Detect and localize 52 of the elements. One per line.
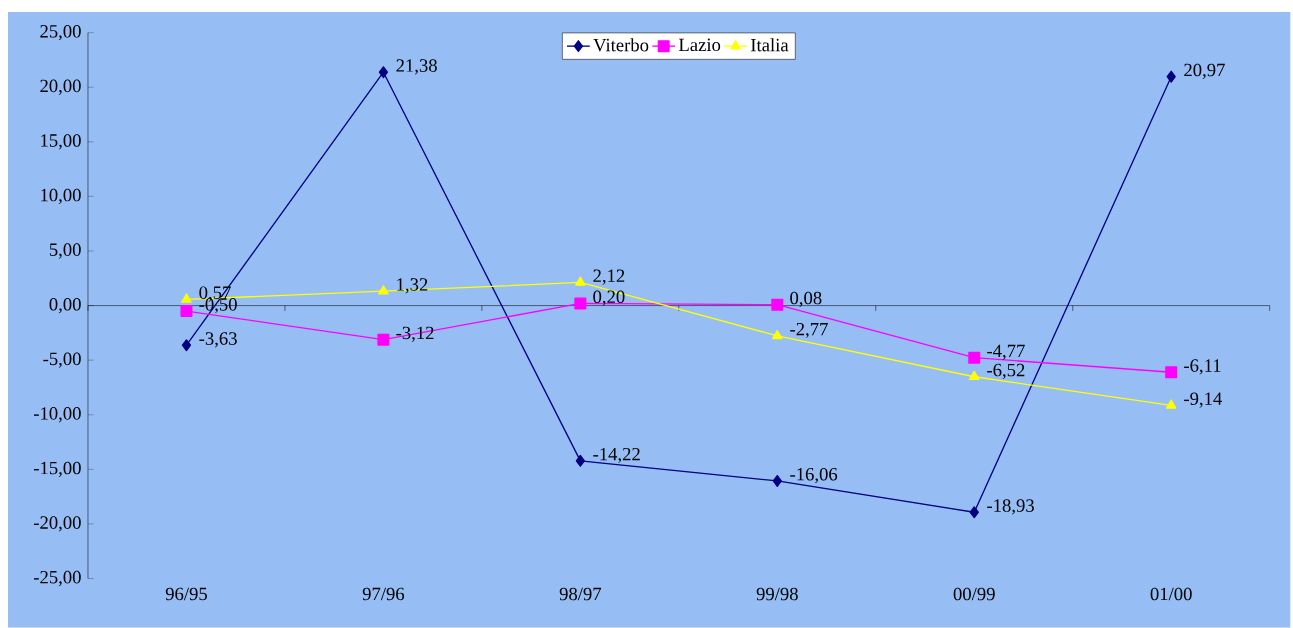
- y-tick-label: -5,00: [43, 352, 81, 368]
- y-tick-label: 25,00: [40, 25, 81, 41]
- data-label: -14,22: [593, 447, 640, 464]
- point: [968, 351, 981, 364]
- y-tick-label: -20,00: [33, 516, 81, 532]
- y-tick-label: 15,00: [41, 134, 81, 150]
- point: [378, 285, 389, 295]
- point: [575, 276, 586, 286]
- y-tick-label: 10,00: [41, 188, 81, 205]
- x-tick-label: 01/00: [1150, 587, 1192, 601]
- data-label: -6,11: [1184, 359, 1221, 375]
- point: [1165, 399, 1177, 409]
- y-tick-label: -15,00: [33, 461, 81, 478]
- point: [574, 297, 587, 310]
- legend-label: Lazio: [678, 38, 721, 52]
- point: [969, 506, 979, 519]
- data-label: 2,12: [593, 269, 625, 285]
- y-tick-label: -10,00: [33, 407, 81, 423]
- y-tick-label: 0,00: [49, 298, 81, 314]
- point: [180, 305, 193, 318]
- data-label: -3,63: [199, 332, 237, 348]
- data-label: -4,77: [987, 344, 1025, 360]
- point: [377, 333, 390, 346]
- data-label: 20,97: [1184, 63, 1225, 80]
- data-label: 0,20: [593, 290, 625, 306]
- legend-label: Italia: [750, 38, 789, 52]
- point: [772, 474, 782, 487]
- data-label: -9,14: [1184, 392, 1223, 408]
- x-tick-label: 00/99: [953, 587, 995, 601]
- x-tick-label: 98/97: [559, 587, 602, 601]
- y-tick-label: 20,00: [40, 79, 81, 95]
- point: [378, 66, 389, 79]
- y-tick-label: -25,00: [33, 570, 81, 587]
- point: [1165, 366, 1178, 379]
- point: [181, 293, 192, 303]
- point: [1166, 70, 1176, 83]
- x-tick-label: 99/98: [756, 587, 798, 601]
- data-label: 0,08: [790, 291, 822, 308]
- point: [968, 370, 980, 381]
- data-label: 21,38: [396, 59, 437, 75]
- point: [181, 339, 192, 352]
- data-label: -16,06: [790, 468, 838, 484]
- point: [575, 454, 586, 467]
- point: [771, 298, 784, 311]
- legend-label: Viterbo: [593, 38, 649, 52]
- y-tick-label: 5,00: [49, 243, 81, 259]
- data-label: -2,77: [790, 322, 828, 339]
- x-tick-label: 96/95: [165, 587, 207, 601]
- data-label: -18,93: [987, 499, 1034, 515]
- data-label: -6,52: [987, 363, 1025, 380]
- point: [772, 329, 783, 340]
- x-tick-label: 97/96: [362, 587, 405, 601]
